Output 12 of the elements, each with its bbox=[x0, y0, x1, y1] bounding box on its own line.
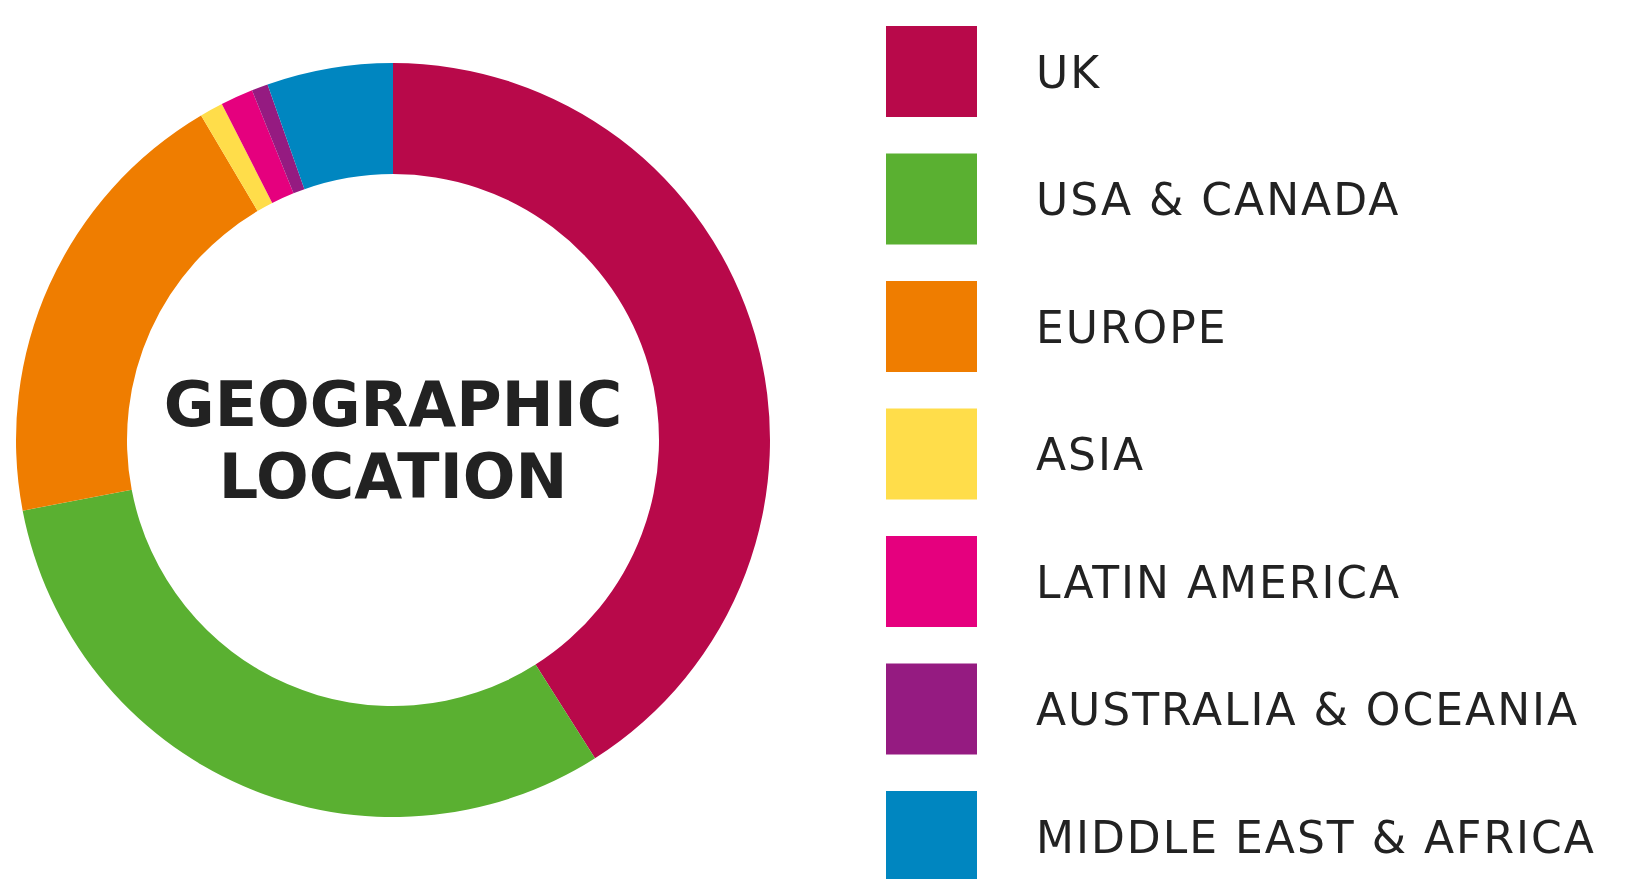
legend-label: UK bbox=[1036, 46, 1102, 98]
donut-slice bbox=[252, 84, 305, 194]
text: GEOGRAPHIC LOCATION bbox=[163, 368, 623, 513]
legend-label: EUROPE bbox=[1036, 301, 1228, 353]
legend-label: USA & CANADA bbox=[1036, 174, 1401, 225]
donut-slice bbox=[221, 90, 294, 203]
legend-label: LATIN AMERICA bbox=[1036, 556, 1402, 608]
legend-label: MIDDLE EAST & AFRICA bbox=[1036, 811, 1596, 863]
donut-slice bbox=[267, 63, 393, 190]
legend-label: AUSTRALIA & OCEANIA bbox=[1036, 684, 1580, 735]
donut-slice bbox=[201, 104, 273, 212]
legend-label: ASIA bbox=[1036, 429, 1146, 480]
